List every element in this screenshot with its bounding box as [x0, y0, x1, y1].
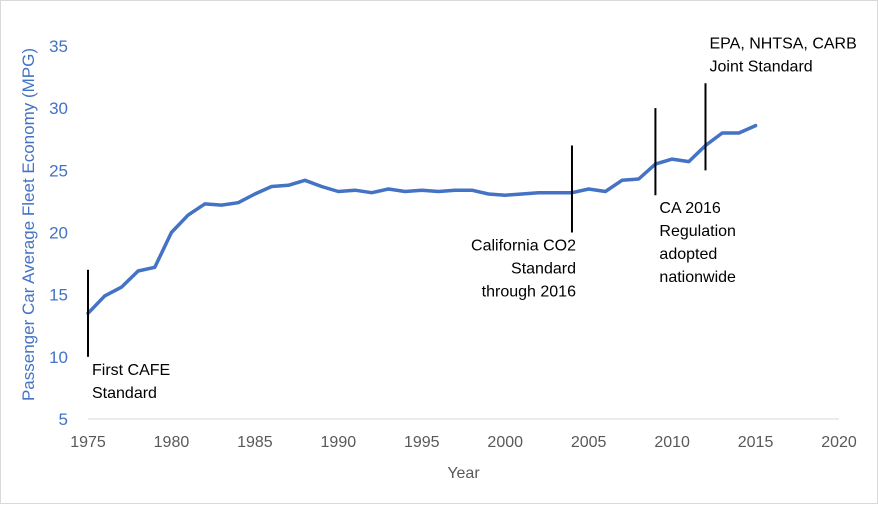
- y-tick-label: 10: [49, 348, 68, 367]
- y-tick-label: 20: [49, 224, 68, 243]
- y-tick-label: 30: [49, 99, 68, 118]
- annotation-label: CA 2016: [659, 200, 720, 217]
- x-axis-ticks: 1975 1980 1985 1990 1995 2000 2005 2010 2015 2020: [70, 434, 857, 451]
- x-tick-label: 1980: [154, 434, 190, 451]
- x-tick-label: 1990: [321, 434, 357, 451]
- annotation-label: EPA, NHTSA, CARB: [709, 35, 856, 52]
- series-line: [86, 123, 758, 316]
- annotation-label: nationwide: [659, 269, 736, 286]
- y-tick-label: 25: [49, 161, 68, 180]
- y-tick-label: 15: [49, 286, 68, 305]
- annotation-label: Regulation: [659, 223, 736, 240]
- x-tick-label: 2005: [571, 434, 607, 451]
- y-axis-title: Passenger Car Average Fleet Economy (MPG…: [19, 48, 38, 401]
- annotation-label: through 2016: [482, 284, 576, 301]
- annotation-label: Joint Standard: [709, 58, 812, 75]
- y-tick-label: 35: [49, 37, 68, 56]
- y-axis-ticks: 5 10 15 20 25 30 35: [49, 37, 68, 429]
- y-tick-label: 5: [59, 410, 68, 429]
- x-tick-label: 1995: [404, 434, 440, 451]
- annotation-label: Standard: [92, 385, 157, 402]
- x-tick-label: 2015: [738, 434, 774, 451]
- x-tick-label: 2000: [487, 434, 523, 451]
- annotation-label: First CAFE: [92, 362, 170, 379]
- x-axis-title: Year: [447, 465, 480, 482]
- annotation-label: adopted: [659, 246, 717, 263]
- x-tick-label: 2010: [654, 434, 690, 451]
- x-tick-label: 1975: [70, 434, 106, 451]
- annotation-label: California CO2: [471, 238, 576, 255]
- annotation-label: Standard: [511, 261, 576, 278]
- annotation-layer: First CAFE Standard California CO2 Standard…: [87, 35, 857, 402]
- x-tick-label: 2020: [821, 434, 857, 451]
- series-layer: [86, 123, 758, 316]
- x-tick-label: 1985: [237, 434, 273, 451]
